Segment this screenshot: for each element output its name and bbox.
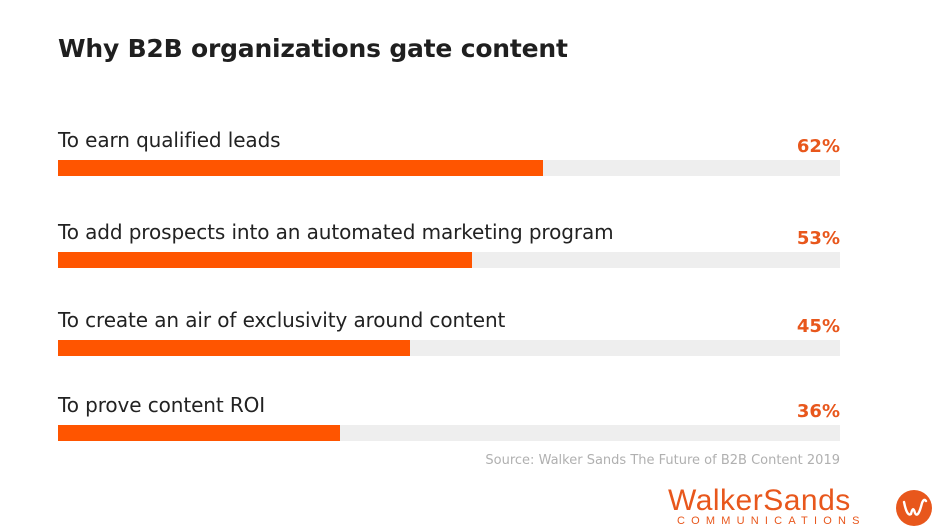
bar-row: To earn qualified leads 62% xyxy=(58,128,840,178)
bar-value-label: 62% xyxy=(796,136,840,157)
bar-row: To add prospects into an automated marke… xyxy=(58,220,840,270)
chart-source: Source: Walker Sands The Future of B2B C… xyxy=(485,453,840,468)
bar-value-label: 36% xyxy=(796,401,840,422)
walker-sands-logo: WalkerSands COMMUNICATIONS xyxy=(668,484,936,531)
chart-title: Why B2B organizations gate content xyxy=(58,34,568,63)
bar-category-label: To earn qualified leads xyxy=(58,128,281,152)
bar-track xyxy=(58,160,840,176)
bar xyxy=(58,425,340,441)
bar-track xyxy=(58,340,840,356)
bar-value-label: 45% xyxy=(796,316,840,337)
bar-row: To prove content ROI 36% xyxy=(58,393,840,443)
walker-sands-logo-icon xyxy=(896,490,932,526)
bar-category-label: To add prospects into an automated marke… xyxy=(58,220,614,244)
bar xyxy=(58,252,472,268)
bar-category-label: To create an air of exclusivity around c… xyxy=(58,308,506,332)
bar-category-label: To prove content ROI xyxy=(58,393,266,417)
bar-value-label: 53% xyxy=(796,228,840,249)
bar-row: To create an air of exclusivity around c… xyxy=(58,308,840,358)
bar-track xyxy=(58,252,840,268)
bar-track xyxy=(58,425,840,441)
bar xyxy=(58,160,543,176)
bar xyxy=(58,340,410,356)
logo-subline: COMMUNICATIONS xyxy=(677,515,866,527)
logo-wordmark: WalkerSands xyxy=(668,484,851,517)
